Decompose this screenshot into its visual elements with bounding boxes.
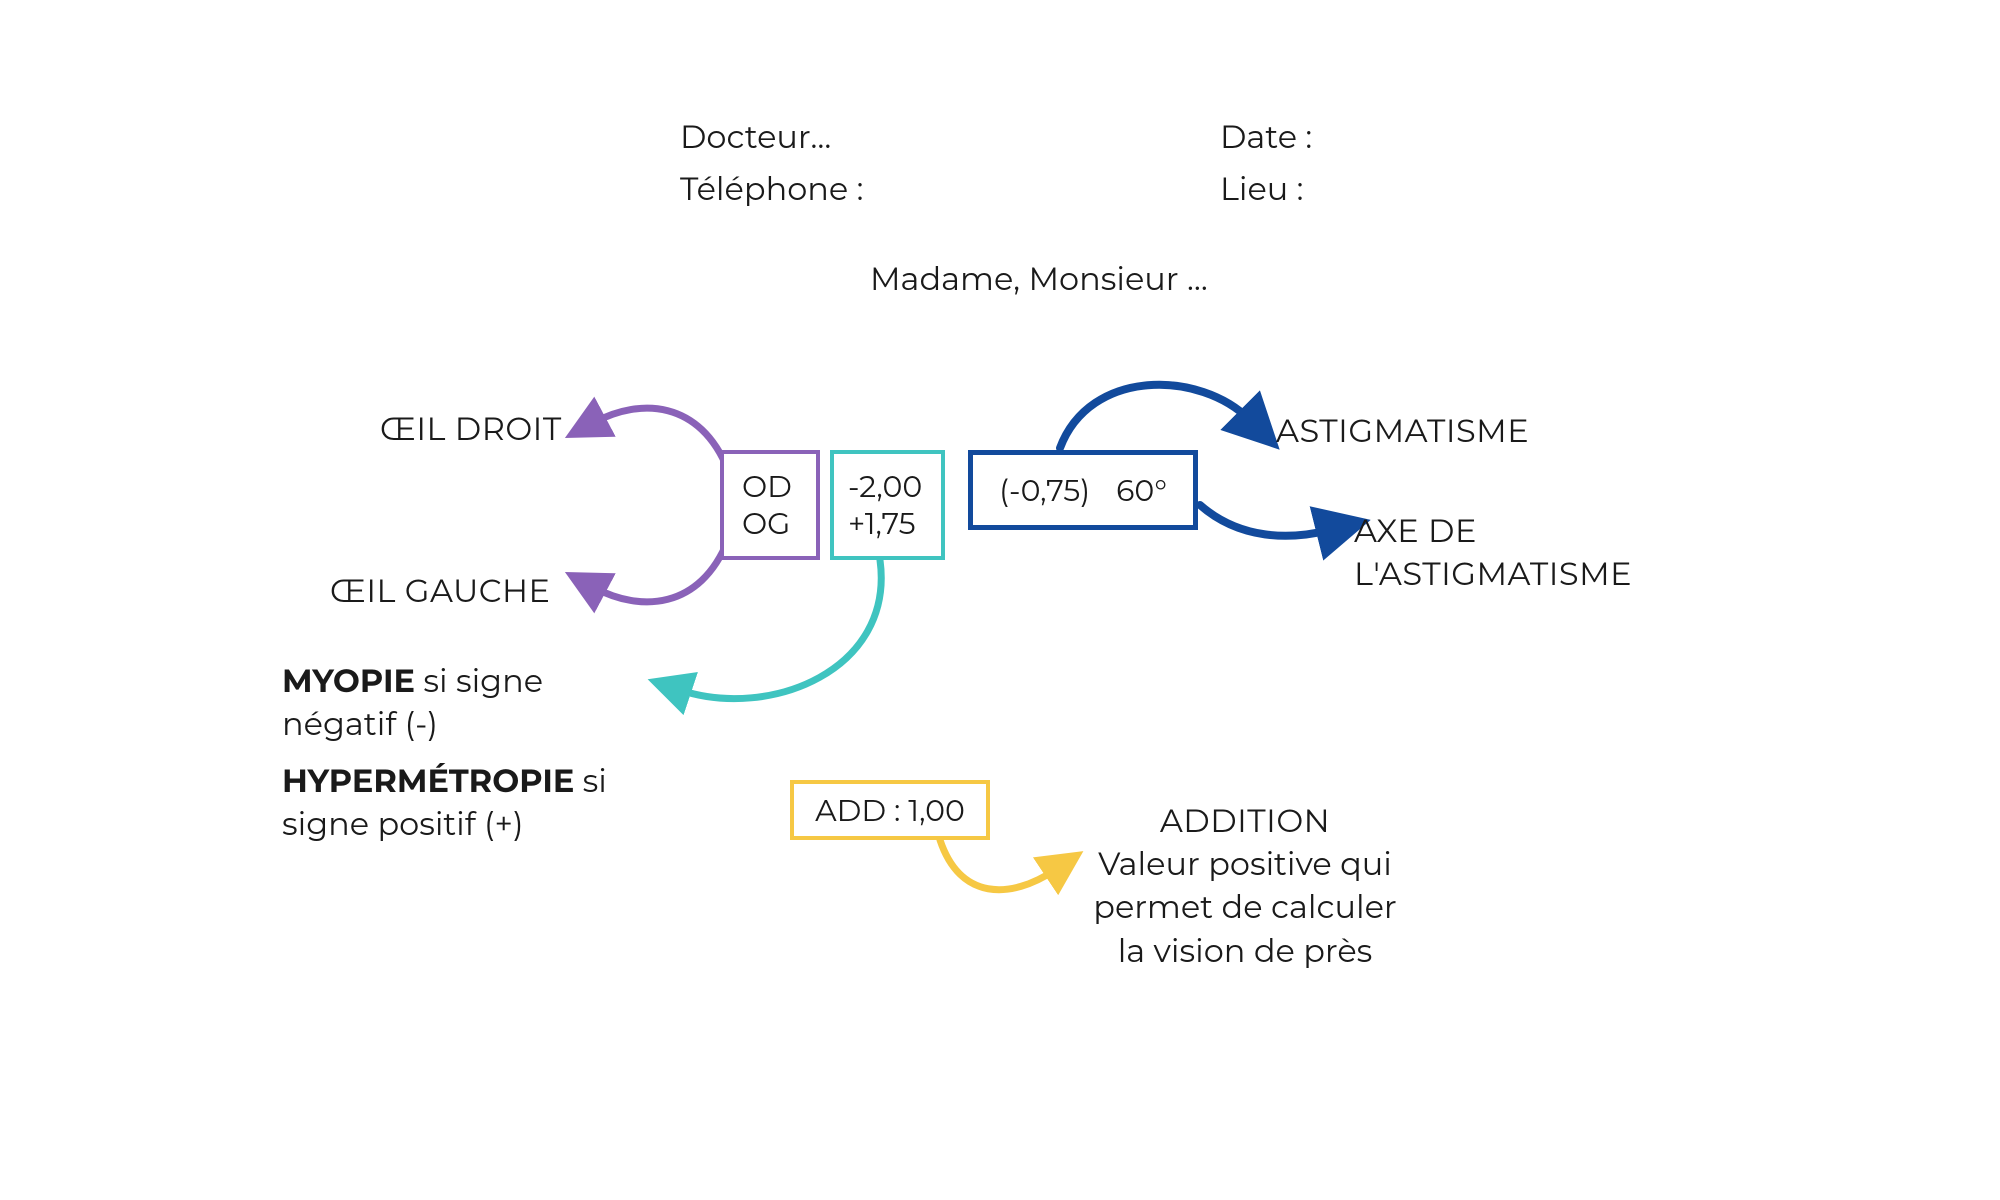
- arrow-power-to-sign: [680, 560, 881, 699]
- eye-code-box: OD OG: [720, 450, 820, 560]
- arrow-od-to-oeil-droit: [595, 408, 728, 470]
- label-oeil-droit: ŒIL DROIT: [380, 408, 562, 451]
- label-axe-l1: AXE DE: [1354, 510, 1632, 553]
- label-addition-l3: la vision de près: [1075, 930, 1415, 973]
- header-phone: Téléphone :: [680, 168, 863, 211]
- power-line1: -2,00: [848, 468, 922, 505]
- label-myopie-block: MYOPIE si signe négatif (-): [282, 660, 662, 746]
- astig-cyl: (-0,75): [999, 472, 1090, 509]
- label-axe-block: AXE DE L'ASTIGMATISME: [1354, 510, 1632, 596]
- add-box: ADD : 1,00: [790, 780, 990, 840]
- arrow-astig-top: [1060, 385, 1250, 448]
- header-date: Date :: [1220, 116, 1312, 159]
- header-place: Lieu :: [1220, 168, 1303, 211]
- arrows-layer: [0, 0, 2000, 1200]
- arrow-astig-bottom: [1200, 505, 1330, 536]
- label-oeil-gauche: ŒIL GAUCHE: [330, 570, 550, 613]
- power-line2: +1,75: [848, 505, 916, 542]
- diagram-canvas: Docteur… Téléphone : Date : Lieu : Madam…: [0, 0, 2000, 1200]
- power-box: -2,00 +1,75: [830, 450, 945, 560]
- add-text: ADD : 1,00: [815, 792, 965, 829]
- label-myopie-bold: MYOPIE: [282, 662, 415, 701]
- astig-box: (-0,75) 60°: [968, 450, 1198, 530]
- label-addition-block: ADDITION Valeur positive qui permet de c…: [1075, 800, 1415, 973]
- label-addition-l2: permet de calculer: [1075, 886, 1415, 929]
- label-hyper-bold: HYPERMÉTROPIE: [282, 762, 574, 801]
- arrow-add-to-desc: [940, 840, 1055, 890]
- arrow-og-to-oeil-gauche: [595, 540, 728, 602]
- astig-axis: 60°: [1116, 472, 1167, 509]
- eye-od-label: OD: [742, 468, 792, 505]
- label-astig: ASTIGMATISME: [1276, 410, 1529, 453]
- label-addition-l1: Valeur positive qui: [1075, 843, 1415, 886]
- label-addition-title: ADDITION: [1075, 800, 1415, 843]
- eye-og-label: OG: [742, 505, 790, 542]
- header-doctor: Docteur…: [680, 116, 831, 159]
- label-axe-l2: L'ASTIGMATISME: [1354, 553, 1632, 596]
- label-hyper-block: HYPERMÉTROPIE si signe positif (+): [282, 760, 702, 846]
- header-salutation: Madame, Monsieur …: [870, 258, 1208, 301]
